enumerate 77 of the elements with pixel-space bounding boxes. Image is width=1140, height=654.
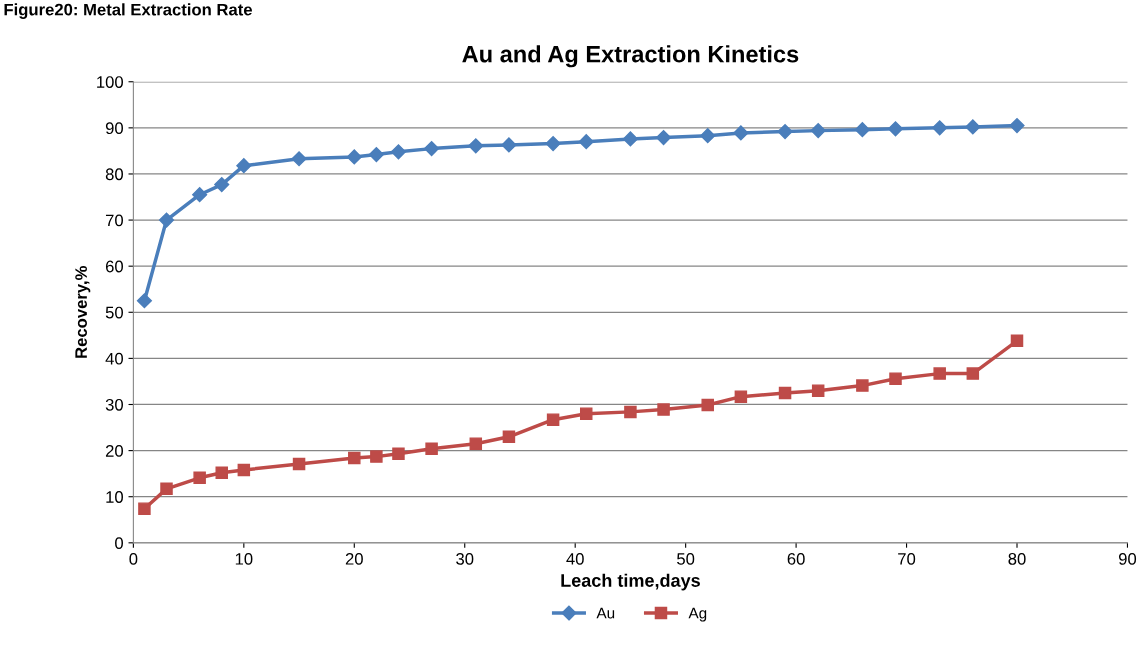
point [966, 367, 980, 380]
point [856, 379, 869, 392]
point [158, 212, 175, 228]
point [214, 176, 230, 193]
point [546, 413, 560, 426]
point [160, 482, 173, 496]
point [215, 466, 228, 479]
point [392, 447, 405, 461]
point [657, 403, 670, 416]
point [887, 121, 904, 137]
x-tick-label: 20 [345, 552, 363, 565]
point [578, 134, 594, 150]
x-tick-label: 30 [456, 552, 474, 565]
point [138, 502, 151, 515]
point [622, 131, 638, 147]
y-tick-label: 90 [105, 122, 124, 135]
y-tick-label: 20 [105, 445, 124, 457]
point [932, 120, 948, 136]
point [424, 141, 440, 157]
caption: Figure20: Metal Extraction Rate [4, 3, 252, 19]
y-tick-label: 70 [105, 214, 124, 227]
point [778, 386, 792, 400]
point [501, 137, 517, 153]
point [545, 135, 561, 152]
y-tick-label: 80 [105, 168, 124, 181]
point [811, 384, 825, 397]
legend-label: Au [596, 607, 615, 619]
x-tick-label: 60 [787, 552, 805, 565]
y-tick-label: 40 [105, 352, 124, 365]
chart-title: Au and Ag Extraction Kinetics [462, 45, 799, 68]
point [700, 128, 716, 144]
point [777, 123, 793, 140]
point [1010, 334, 1024, 348]
point [292, 457, 306, 471]
y-tick-label: 50 [105, 306, 124, 319]
point [193, 471, 206, 485]
point [579, 407, 593, 420]
point [236, 158, 252, 174]
point [810, 123, 826, 139]
point [889, 372, 902, 385]
y-axis-title: Recovery,% [75, 266, 91, 358]
point [346, 149, 362, 165]
y-tick-label: 60 [105, 260, 124, 273]
x-tick-label: 10 [235, 552, 253, 565]
point [624, 405, 637, 419]
y-tick-label: 100 [97, 76, 124, 88]
point [469, 437, 483, 450]
x-tick-label: 70 [898, 552, 916, 565]
point [136, 293, 152, 309]
point [468, 138, 484, 154]
y-tick-label: 10 [106, 491, 124, 503]
point [348, 451, 361, 465]
point [1009, 117, 1025, 134]
point [291, 151, 307, 167]
x-tick-label: 50 [677, 552, 695, 565]
point [237, 463, 251, 477]
point [502, 430, 516, 444]
point [965, 119, 981, 135]
legend-label: Ag [688, 607, 707, 622]
point [368, 147, 384, 163]
x-tick-label: 0 [129, 552, 138, 565]
point [933, 367, 946, 380]
point [192, 187, 208, 203]
x-tick-label: 40 [566, 552, 584, 565]
x-axis-title: Leach time,days [561, 573, 700, 591]
point [854, 122, 870, 138]
point [425, 442, 438, 456]
point [734, 390, 748, 403]
point [733, 125, 749, 141]
x-tick-label: 80 [1008, 552, 1026, 565]
y-tick-label: 0 [115, 537, 124, 550]
point [370, 450, 383, 463]
y-tick-label: 30 [105, 398, 124, 411]
x-tick-label: 90 [1118, 552, 1137, 565]
point [655, 129, 672, 146]
point [390, 144, 407, 160]
point [701, 398, 714, 412]
